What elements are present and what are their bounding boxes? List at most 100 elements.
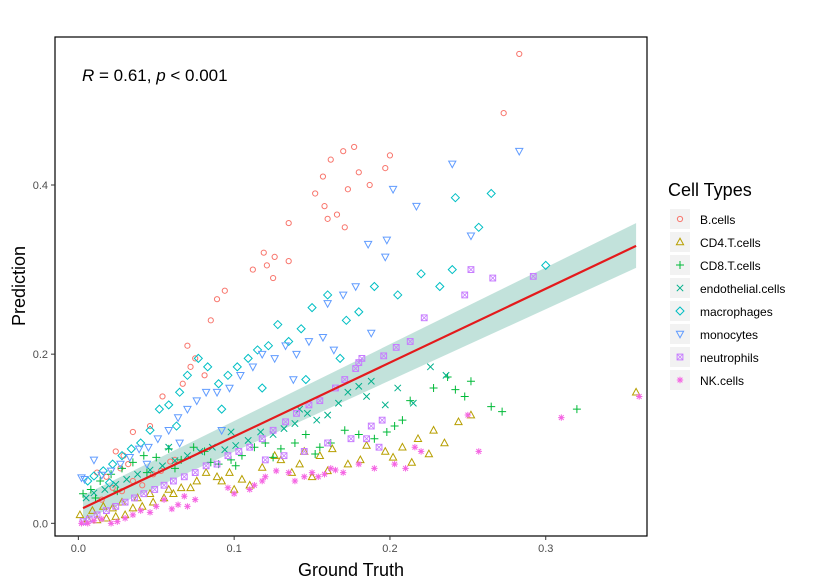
data-point bbox=[489, 274, 497, 282]
data-point bbox=[175, 439, 185, 448]
data-point bbox=[382, 164, 389, 172]
data-point bbox=[224, 484, 232, 491]
data-point bbox=[324, 411, 332, 419]
data-point bbox=[307, 302, 317, 313]
x-tick-label: 0.1 bbox=[227, 543, 242, 555]
data-point bbox=[117, 450, 127, 461]
data-point bbox=[180, 473, 188, 481]
data-point bbox=[111, 511, 121, 520]
data-point bbox=[340, 148, 347, 155]
data-point bbox=[335, 353, 345, 364]
data-point bbox=[103, 507, 110, 515]
data-point bbox=[324, 215, 331, 222]
data-point bbox=[352, 365, 360, 372]
data-point bbox=[355, 382, 363, 390]
data-point bbox=[87, 505, 97, 514]
data-point bbox=[271, 253, 278, 260]
data-point bbox=[201, 372, 208, 379]
legend-marker bbox=[676, 261, 684, 269]
data-point bbox=[179, 380, 186, 387]
data-point bbox=[636, 393, 643, 400]
data-point bbox=[146, 509, 154, 516]
data-point bbox=[192, 397, 202, 406]
data-point bbox=[170, 477, 177, 485]
data-point bbox=[131, 494, 138, 502]
data-point bbox=[123, 475, 131, 483]
legend-label: endothelial.cells bbox=[700, 282, 785, 296]
x-tick-label: 0.0 bbox=[71, 543, 86, 555]
data-point bbox=[227, 428, 235, 436]
data-point bbox=[303, 409, 311, 417]
legend-key bbox=[670, 324, 690, 344]
data-point bbox=[128, 458, 137, 467]
data-point bbox=[84, 520, 91, 527]
legend-item: endothelial.cells bbox=[670, 278, 785, 298]
data-point bbox=[86, 485, 95, 494]
data-point bbox=[327, 465, 334, 472]
data-point bbox=[318, 333, 328, 343]
data-point bbox=[212, 388, 222, 398]
data-point bbox=[207, 317, 214, 324]
data-point bbox=[282, 418, 289, 426]
data-point bbox=[411, 443, 419, 451]
data-point bbox=[146, 466, 154, 474]
data-point bbox=[340, 426, 349, 435]
legend-label: CD4.T.cells bbox=[700, 236, 761, 250]
data-point bbox=[366, 181, 373, 189]
data-point bbox=[135, 438, 146, 448]
data-point bbox=[367, 422, 375, 430]
data-point bbox=[243, 353, 253, 364]
data-point bbox=[380, 352, 388, 360]
legend-title: Cell Types bbox=[668, 180, 752, 200]
data-point bbox=[257, 428, 265, 436]
data-point bbox=[160, 496, 168, 503]
data-point bbox=[498, 407, 507, 416]
data-point bbox=[114, 518, 121, 525]
data-point bbox=[466, 410, 476, 419]
data-point bbox=[193, 353, 204, 364]
data-point bbox=[300, 448, 308, 455]
series-macrophages bbox=[83, 188, 551, 488]
data-point bbox=[145, 425, 155, 435]
y-tick-label: 0.4 bbox=[33, 180, 48, 192]
data-point bbox=[192, 355, 199, 362]
data-point bbox=[391, 460, 398, 468]
data-point bbox=[312, 190, 319, 197]
data-point bbox=[225, 467, 234, 476]
data-point bbox=[129, 428, 136, 436]
data-point bbox=[378, 416, 386, 424]
data-point bbox=[487, 402, 496, 411]
data-point bbox=[270, 274, 277, 282]
data-point bbox=[413, 433, 423, 443]
data-point bbox=[78, 520, 85, 527]
legend-marker bbox=[675, 306, 685, 316]
data-point bbox=[213, 379, 224, 389]
data-point bbox=[221, 287, 228, 294]
data-point bbox=[541, 260, 551, 271]
data-point bbox=[158, 462, 167, 470]
data-point bbox=[184, 503, 191, 510]
data-point bbox=[104, 478, 115, 488]
data-point bbox=[154, 404, 165, 414]
data-point bbox=[466, 377, 475, 386]
data-point bbox=[341, 224, 348, 231]
legend-item: monocytes bbox=[670, 324, 758, 344]
data-point bbox=[230, 490, 238, 497]
data-point bbox=[315, 473, 322, 480]
data-point bbox=[262, 473, 269, 480]
data-point bbox=[285, 219, 292, 227]
data-point bbox=[189, 443, 198, 452]
data-point bbox=[244, 436, 252, 444]
data-point bbox=[168, 488, 178, 498]
data-point bbox=[201, 467, 211, 476]
legend: Cell Types B.cells CD4.T.cells CD8.T.cells… bbox=[668, 180, 785, 390]
data-point bbox=[77, 474, 86, 483]
data-point bbox=[460, 392, 469, 401]
data-point bbox=[121, 498, 129, 506]
annotation-p-text: < 0.001 bbox=[166, 66, 228, 85]
data-point bbox=[381, 401, 389, 409]
data-point bbox=[390, 422, 399, 431]
x-axis-title: Ground Truth bbox=[298, 560, 404, 580]
legend-marker bbox=[676, 376, 684, 384]
